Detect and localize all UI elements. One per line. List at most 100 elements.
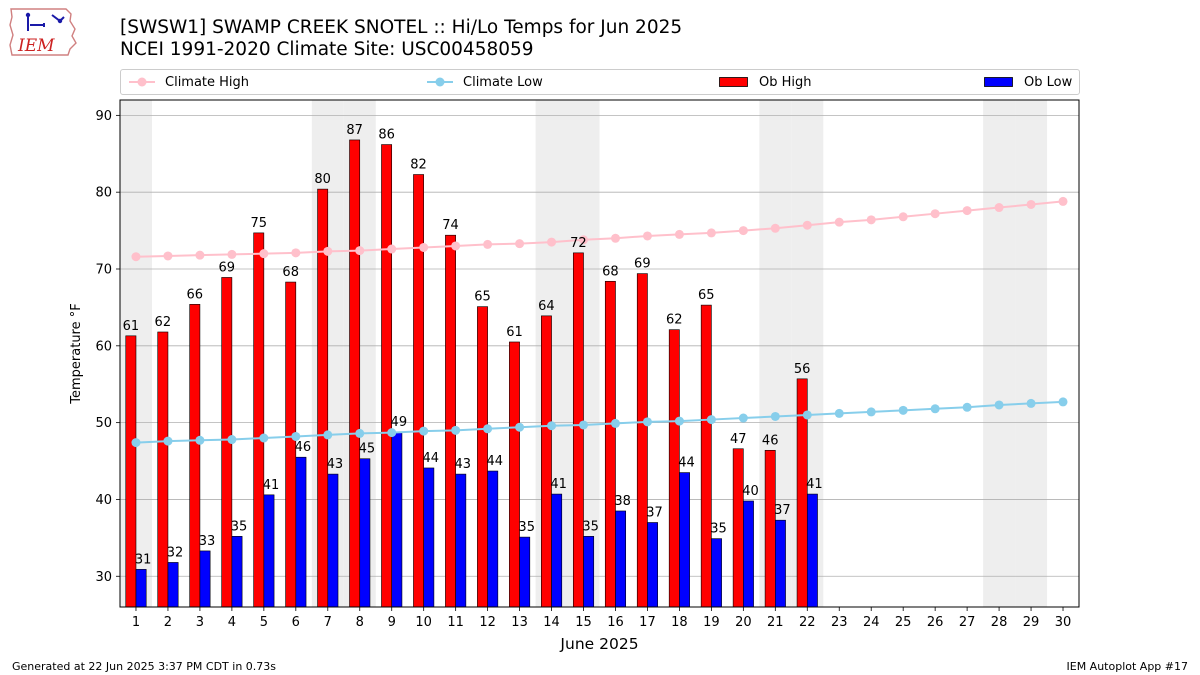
x-tick-label: 5 — [260, 615, 268, 630]
climate-low-point — [579, 420, 589, 430]
ob-high-bar — [413, 174, 424, 608]
ob-low-bar — [199, 550, 211, 608]
climate-low-point — [387, 428, 397, 438]
climate-low-point — [323, 430, 333, 440]
climate-high-point — [227, 249, 237, 259]
ob-high-label: 69 — [218, 260, 235, 275]
ob-high-label: 65 — [474, 290, 491, 305]
ob-low-label: 37 — [646, 506, 663, 521]
chart-subtitle: NCEI 1991-2020 Climate Site: USC00458059 — [120, 39, 534, 60]
ob-low-label: 37 — [774, 503, 791, 518]
footer-app: IEM Autoplot App #17 — [1066, 660, 1189, 673]
y-tick-label: 60 — [95, 339, 112, 354]
ob-high-bar — [700, 304, 712, 608]
climate-high-point — [451, 241, 461, 251]
ob-low-label: 35 — [582, 519, 599, 534]
x-tick-label: 13 — [511, 615, 528, 630]
ob-low-label: 35 — [710, 522, 727, 537]
ob-high-label: 66 — [187, 287, 204, 302]
climate-low-point — [994, 400, 1004, 410]
ob-high-label: 74 — [442, 218, 459, 233]
climate-high-point — [898, 212, 908, 222]
legend-line-pink-icon — [129, 77, 155, 87]
climate-low-point — [259, 433, 269, 443]
ob-low-bar — [295, 456, 307, 608]
ob-low-bar — [391, 431, 403, 608]
ob-high-bar — [253, 232, 265, 608]
x-tick-label: 9 — [388, 615, 396, 630]
climate-high-point — [547, 237, 557, 247]
ob-high-bar — [349, 139, 361, 608]
climate-high-point — [962, 206, 972, 216]
ob-low-label: 44 — [678, 456, 695, 471]
ob-low-bar — [455, 473, 467, 608]
climate-low-point — [163, 436, 173, 446]
ob-low-bar — [647, 522, 658, 608]
climate-high-point — [483, 239, 493, 249]
x-tick-label: 28 — [991, 615, 1008, 630]
ob-low-label: 45 — [359, 442, 376, 457]
ob-low-label: 49 — [391, 415, 408, 430]
x-tick-label: 10 — [415, 615, 432, 630]
ob-low-bar — [775, 519, 786, 608]
logo-text: IEM — [17, 36, 55, 56]
legend-label: Climate High — [165, 74, 250, 90]
ob-high-label: 62 — [666, 313, 683, 328]
ob-low-bar — [359, 458, 371, 608]
climate-low-point — [547, 421, 557, 431]
plot-frame — [119, 99, 1080, 608]
legend-item-ob-high: Ob High — [719, 70, 812, 94]
climate-low-point — [227, 435, 237, 445]
y-tick-label: 50 — [95, 416, 112, 431]
climate-low-point — [802, 410, 812, 420]
ob-low-bar — [806, 493, 818, 608]
climate-high-point — [802, 220, 812, 230]
ob-high-label: 56 — [794, 362, 811, 377]
ob-high-label: 75 — [250, 216, 267, 231]
climate-low-point — [195, 435, 205, 445]
climate-high-point — [610, 233, 620, 243]
ob-low-label: 43 — [327, 457, 344, 472]
climate-high-point — [930, 209, 940, 219]
climate-low-line — [135, 400, 1064, 444]
climate-high-point — [706, 228, 716, 238]
iem-logo: IEM — [9, 8, 77, 56]
ob-high-bar — [541, 315, 552, 608]
ob-low-label: 35 — [231, 519, 248, 534]
ob-low-label: 41 — [806, 477, 823, 492]
legend-swatch-blue-icon — [984, 77, 1013, 87]
ob-low-label: 41 — [263, 478, 280, 493]
ob-low-bar — [423, 467, 435, 608]
x-tick-label: 3 — [196, 615, 204, 630]
climate-high-point — [323, 246, 333, 256]
x-axis-label: June 2025 — [559, 635, 638, 653]
climate-high-point — [259, 249, 269, 259]
y-axis-label: Temperature °F — [69, 303, 84, 404]
climate-high-point — [770, 223, 780, 233]
ob-high-bar — [732, 448, 744, 608]
x-tick-label: 12 — [479, 615, 496, 630]
x-tick-label: 2 — [164, 615, 172, 630]
x-tick-label: 17 — [639, 615, 656, 630]
legend-label: Ob High — [759, 74, 812, 90]
ob-high-label: 68 — [282, 265, 299, 280]
ob-high-bar — [636, 273, 648, 608]
ob-low-bar — [487, 470, 499, 608]
legend-swatch-red-icon — [719, 77, 748, 87]
climate-high-point — [994, 203, 1004, 213]
climate-high-point — [291, 248, 301, 258]
climate-low-point — [706, 415, 716, 425]
legend-item-ob-low: Ob Low — [984, 70, 1072, 94]
x-tick-label: 23 — [831, 615, 848, 630]
climate-high-point — [195, 250, 205, 260]
ob-high-label: 72 — [570, 236, 587, 251]
x-tick-label: 14 — [543, 615, 560, 630]
footer-generated: Generated at 22 Jun 2025 3:37 PM CDT in … — [12, 660, 277, 673]
ob-low-label: 35 — [518, 520, 535, 535]
ob-low-label: 43 — [454, 457, 471, 472]
legend-label: Ob Low — [1024, 74, 1073, 90]
x-tick-label: 18 — [671, 615, 688, 630]
y-tick-label: 80 — [95, 186, 112, 201]
climate-low-point — [451, 425, 461, 435]
